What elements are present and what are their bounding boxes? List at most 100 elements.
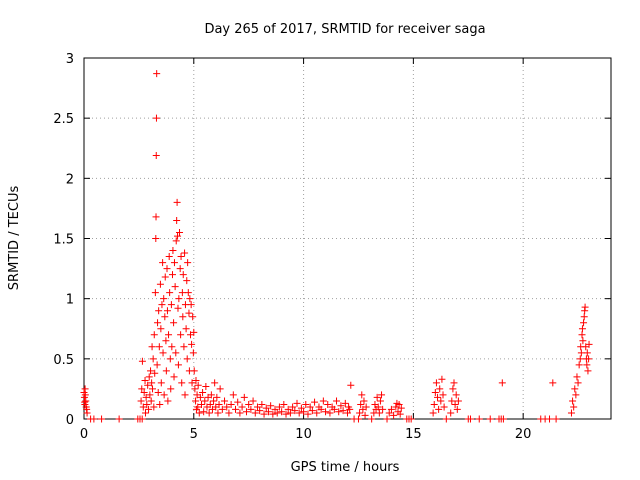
x-tick-label: 0 xyxy=(80,427,88,442)
data-point xyxy=(184,289,192,297)
data-point xyxy=(194,381,202,389)
data-point xyxy=(142,393,150,401)
data-point xyxy=(81,398,89,406)
data-point xyxy=(202,383,210,391)
data-point xyxy=(449,385,457,393)
data-point xyxy=(580,313,588,321)
data-point xyxy=(173,216,181,224)
data-point xyxy=(152,151,160,159)
data-point xyxy=(138,385,146,393)
data-point xyxy=(567,409,575,417)
data-point xyxy=(267,402,275,410)
data-point xyxy=(341,399,349,407)
data-point xyxy=(179,271,187,279)
data-point xyxy=(176,265,184,273)
data-point xyxy=(253,403,261,411)
data-point xyxy=(229,391,237,399)
data-point xyxy=(168,271,176,279)
data-point xyxy=(264,408,272,416)
data-point xyxy=(225,409,233,417)
data-point xyxy=(149,355,157,363)
data-point xyxy=(374,403,382,411)
data-point xyxy=(152,114,160,122)
y-tick-label: 1 xyxy=(66,293,74,308)
data-point xyxy=(397,404,405,412)
data-point xyxy=(358,391,366,399)
data-point xyxy=(344,409,351,417)
x-tick-label: 10 xyxy=(295,427,312,442)
data-point xyxy=(453,405,461,413)
data-point xyxy=(584,367,592,375)
data-point xyxy=(578,325,586,333)
data-point xyxy=(258,401,266,409)
data-point xyxy=(192,397,200,405)
data-point xyxy=(236,409,244,417)
data-point xyxy=(177,253,185,261)
data-point xyxy=(170,319,178,327)
data-point xyxy=(178,289,186,297)
data-point xyxy=(159,259,167,267)
data-point xyxy=(289,403,297,411)
data-point xyxy=(247,405,255,413)
data-point xyxy=(162,367,170,375)
data-point xyxy=(571,385,579,393)
data-point xyxy=(181,249,189,257)
data-point xyxy=(486,415,494,423)
data-point xyxy=(300,408,308,416)
data-point xyxy=(115,415,123,423)
data-point xyxy=(499,415,507,423)
data-point xyxy=(378,391,386,399)
data-point xyxy=(396,410,404,418)
data-point xyxy=(154,389,162,397)
data-point xyxy=(207,391,215,399)
data-point xyxy=(152,213,160,221)
data-point xyxy=(165,253,173,261)
data-point xyxy=(546,415,554,423)
data-point xyxy=(159,349,167,357)
data-point xyxy=(194,403,202,411)
data-point xyxy=(585,355,593,363)
data-point xyxy=(306,403,314,411)
data-point xyxy=(205,409,213,417)
data-point xyxy=(196,393,204,401)
data-point xyxy=(578,331,586,339)
data-point xyxy=(333,397,341,405)
data-point xyxy=(273,409,281,417)
data-point xyxy=(192,376,200,384)
data-point xyxy=(173,198,181,206)
data-point xyxy=(347,381,355,389)
data-point xyxy=(304,410,312,418)
data-point xyxy=(143,401,151,409)
data-point xyxy=(452,391,460,399)
data-point xyxy=(164,397,172,405)
data-point xyxy=(245,401,253,409)
data-point xyxy=(451,401,459,409)
data-point xyxy=(151,369,159,377)
data-point xyxy=(152,235,160,242)
data-point xyxy=(155,307,163,315)
data-point xyxy=(213,393,221,401)
data-point xyxy=(141,409,149,417)
data-point xyxy=(166,289,174,297)
data-point xyxy=(150,331,158,339)
data-point xyxy=(440,403,448,411)
data-point xyxy=(147,367,155,375)
y-tick-label: 0 xyxy=(66,413,74,428)
data-point xyxy=(210,397,218,405)
data-point xyxy=(383,415,391,423)
data-point xyxy=(184,259,192,267)
data-point xyxy=(322,408,330,416)
data-point xyxy=(575,361,583,369)
data-point xyxy=(251,409,259,417)
data-point xyxy=(227,401,235,409)
data-point xyxy=(360,397,368,405)
data-point xyxy=(373,393,381,401)
data-point xyxy=(549,379,557,387)
data-point xyxy=(139,403,147,411)
data-point xyxy=(435,405,443,413)
data-point xyxy=(180,343,188,351)
data-point xyxy=(170,373,178,381)
data-point xyxy=(218,405,226,413)
data-point xyxy=(191,385,199,393)
data-point xyxy=(466,415,474,423)
